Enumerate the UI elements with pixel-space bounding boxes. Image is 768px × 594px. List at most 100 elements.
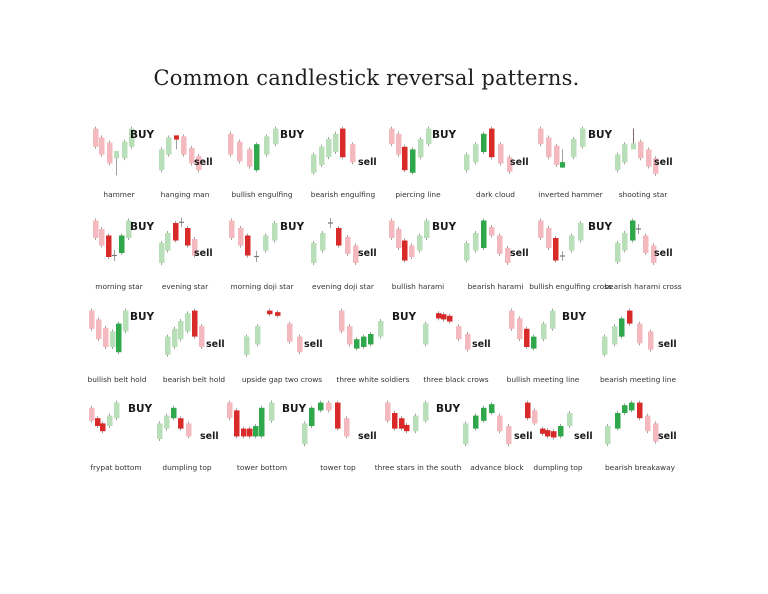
candle bbox=[174, 135, 179, 150]
candle bbox=[531, 334, 537, 351]
buy-signal: BUY bbox=[588, 221, 613, 233]
pattern-label: bullish meeting line bbox=[506, 375, 580, 384]
candle bbox=[399, 416, 405, 431]
candle bbox=[392, 411, 398, 431]
candle bbox=[275, 310, 281, 318]
candle bbox=[326, 400, 332, 413]
candle bbox=[93, 126, 99, 149]
candle bbox=[612, 324, 618, 347]
pattern-label: bullish harami bbox=[391, 282, 445, 291]
candle bbox=[532, 408, 538, 426]
candle bbox=[192, 237, 198, 258]
pattern-morning-doji-star: BUY bbox=[224, 218, 304, 268]
sell-signal: sell bbox=[194, 157, 213, 169]
candles-svg bbox=[389, 126, 432, 175]
candles-svg bbox=[463, 402, 512, 447]
candle bbox=[645, 413, 651, 434]
buy-signal: BUY bbox=[280, 221, 305, 233]
candle bbox=[103, 325, 109, 349]
candle bbox=[164, 413, 170, 431]
buy-signal: BUY bbox=[128, 403, 153, 415]
candle bbox=[631, 128, 636, 150]
candle bbox=[489, 126, 495, 160]
candle bbox=[247, 147, 253, 169]
candle bbox=[385, 400, 391, 423]
candle bbox=[525, 400, 531, 421]
sell-signal: sell bbox=[206, 339, 225, 351]
candle bbox=[637, 400, 643, 421]
sell-signal: sell bbox=[358, 248, 377, 259]
candle bbox=[172, 326, 178, 349]
candle bbox=[497, 233, 503, 256]
candle bbox=[178, 416, 184, 431]
candle bbox=[622, 142, 628, 165]
candle bbox=[179, 217, 184, 227]
pattern-bullish-engulfing: BUY bbox=[224, 126, 304, 178]
candle bbox=[569, 233, 575, 253]
pattern-label: bearish harami bbox=[467, 282, 524, 291]
candle bbox=[550, 308, 556, 331]
candle bbox=[238, 226, 244, 248]
candle bbox=[602, 334, 608, 357]
candles-svg bbox=[89, 400, 120, 434]
pattern-dark-cloud: sell bbox=[459, 126, 532, 178]
pattern-bearish-harami-cross: sell bbox=[610, 218, 676, 268]
candle bbox=[580, 126, 586, 149]
candle bbox=[185, 311, 191, 334]
candle bbox=[311, 152, 317, 175]
candles-svg bbox=[602, 308, 654, 357]
candles-svg bbox=[89, 308, 129, 355]
pattern-three-white-soldiers: BUY bbox=[334, 308, 416, 360]
candle bbox=[99, 227, 105, 248]
candle bbox=[509, 308, 515, 331]
pattern-evening-star: sell bbox=[154, 217, 216, 268]
candle bbox=[558, 424, 564, 439]
candle bbox=[423, 400, 429, 423]
candle bbox=[89, 405, 95, 423]
candle bbox=[192, 308, 198, 339]
candles-svg bbox=[157, 405, 192, 441]
candle bbox=[410, 147, 416, 175]
candle bbox=[517, 316, 523, 342]
candle bbox=[189, 145, 195, 166]
pattern-three-stars-in-the-south: BUY bbox=[380, 400, 460, 452]
candle bbox=[651, 243, 657, 265]
buy-signal: BUY bbox=[588, 129, 613, 141]
candle bbox=[619, 316, 625, 339]
pattern-label: tower top bbox=[320, 463, 356, 472]
candle bbox=[157, 421, 163, 441]
candle bbox=[353, 243, 359, 265]
candle bbox=[107, 140, 113, 166]
candles-svg bbox=[389, 218, 430, 263]
candle bbox=[473, 231, 479, 253]
candle bbox=[96, 317, 102, 342]
sell-signal: sell bbox=[654, 157, 673, 169]
candle bbox=[263, 233, 269, 253]
candle bbox=[166, 135, 172, 157]
candle bbox=[309, 405, 315, 428]
buy-signal: BUY bbox=[130, 221, 155, 233]
candle bbox=[481, 405, 487, 423]
candle bbox=[489, 225, 495, 238]
buy-signal: BUY bbox=[432, 129, 457, 141]
candles-svg bbox=[159, 134, 202, 173]
candle bbox=[185, 226, 191, 248]
candle bbox=[546, 135, 552, 160]
candle bbox=[273, 126, 279, 147]
candle bbox=[553, 236, 559, 263]
pattern-advance-block: sell bbox=[458, 400, 536, 452]
pattern-label: dumpling top bbox=[162, 463, 212, 472]
pattern-bullish-engulfing-cross: BUY bbox=[533, 218, 612, 268]
candle bbox=[336, 226, 342, 248]
candles-svg bbox=[509, 308, 556, 351]
sell-signal: sell bbox=[574, 431, 593, 443]
candle bbox=[505, 246, 511, 265]
candle bbox=[267, 308, 273, 317]
candle bbox=[423, 321, 429, 347]
pattern-evening-doji-star: sell bbox=[306, 218, 380, 268]
pattern-label: hammer bbox=[103, 190, 135, 199]
candles-svg bbox=[229, 218, 278, 262]
candle bbox=[196, 154, 202, 173]
pattern-label: dumpling top bbox=[533, 463, 583, 472]
candle bbox=[302, 421, 308, 447]
